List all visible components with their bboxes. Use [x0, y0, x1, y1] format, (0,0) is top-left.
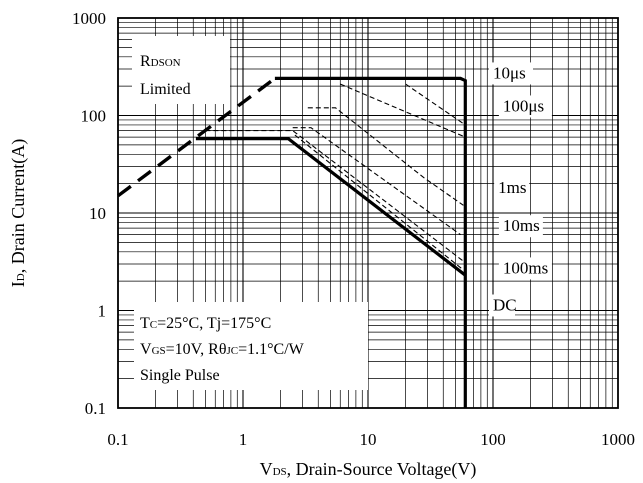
condition-line-1: TC=25°C, Tj=175°C [140, 315, 271, 332]
curve-label-10-s: 10μs [493, 63, 526, 82]
condition-line-3-part-0: Single Pulse [140, 367, 220, 384]
condition-line-3: Single Pulse [140, 367, 220, 384]
curve-label-dc: DC [493, 296, 517, 315]
curve-label-bg-10ms [498, 215, 543, 238]
tick-labels: 0.1 1 10 100 1000 0.1 1 10 100 1000 [72, 9, 635, 449]
x-tick-label-10: 10 [360, 430, 377, 449]
y-axis-label: ID, Drain Current(A) [8, 139, 29, 287]
curve-label-1ms: 1ms [498, 178, 526, 197]
series-line-dc [195, 137, 467, 277]
series-line-unlabeled-8 [405, 83, 466, 126]
annotations: 10μs 100μs 1ms 10ms 100ms DC RDSON Limited TC=25… [132, 36, 552, 390]
x-axis-label-part-0: V [260, 459, 273, 479]
curve-label-bg-100-s [498, 95, 552, 118]
y-axis-label-part-1: D [15, 273, 27, 281]
condition-line-2-part-0: V [140, 341, 152, 358]
x-tick-label-0.1: 0.1 [107, 430, 128, 449]
condition-line-1-part-1: C [150, 319, 157, 331]
series-line-100-s [307, 107, 464, 206]
series-line-rdson-limited [116, 77, 276, 198]
condition-line-1-part-0: T [140, 315, 150, 332]
series-line-1ms [292, 127, 461, 236]
series-line-100ms [294, 134, 464, 271]
series-line-10ms [205, 130, 464, 262]
curve-label-100-s: 100μs [503, 96, 544, 115]
x-axis-label-part-2: , Drain-Source Voltage(V) [287, 459, 477, 480]
curve-label-bg-1ms [494, 177, 530, 200]
x-axis-label: VDS, Drain-Source Voltage(V) [260, 459, 477, 480]
curve-label-bg-10-s [489, 62, 533, 85]
x-tick-label-1000: 1000 [601, 430, 635, 449]
rdson-label-limited: Limited [140, 81, 191, 98]
condition-line-2-part-3: JC [226, 345, 238, 357]
y-tick-label-0.1: 0.1 [85, 399, 106, 418]
condition-line-2-part-1: GS [152, 345, 166, 357]
x-axis-label-part-1: DS [273, 466, 287, 478]
condition-line-1-part-2: =25°C, Tj=175°C [157, 315, 271, 332]
y-axis-label-part-2: , Drain Current(A) [8, 139, 29, 273]
series-line-unlabeled-7 [340, 83, 466, 138]
rdson-label: RDSON [140, 53, 181, 70]
y-tick-label-10: 10 [89, 204, 106, 223]
y-tick-label-1000: 1000 [72, 9, 106, 28]
y-tick-label-1: 1 [98, 302, 107, 321]
y-axis-label-part-0: I [8, 281, 28, 287]
curve-label-bg-100ms [498, 257, 552, 280]
condition-line-2-part-2: =10V, Rθ [166, 341, 227, 358]
x-tick-label-1: 1 [239, 430, 248, 449]
curve-label-bg-dc [489, 294, 515, 317]
plot-frame [117, 17, 619, 409]
conditions-box [134, 302, 368, 390]
rdson-label-part-0: R [140, 53, 151, 70]
condition-line-2-part-4: =1.1°C/W [238, 341, 305, 358]
series-group [116, 76, 467, 408]
rdson-label-part-1: DSON [151, 57, 181, 69]
condition-line-2: VGS=10V, RθJC=1.1°C/W [140, 341, 305, 358]
series-line-10-s [274, 76, 467, 408]
x-tick-label-100: 100 [480, 430, 506, 449]
rdson-box [132, 36, 230, 104]
curve-label-100ms: 100ms [503, 258, 548, 277]
curve-label-10ms: 10ms [503, 216, 540, 235]
y-tick-label-100: 100 [81, 107, 107, 126]
